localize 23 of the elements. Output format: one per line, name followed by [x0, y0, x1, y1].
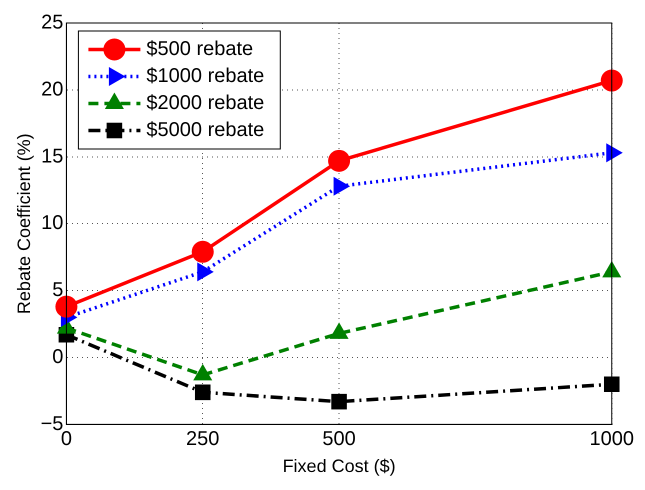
- y-axis-title: Rebate Coefficient (%): [14, 133, 34, 314]
- point: [604, 376, 620, 392]
- point: [192, 240, 214, 263]
- y-tick-label: 5: [52, 279, 64, 302]
- y-tick-label: 20: [41, 78, 64, 100]
- point: [600, 70, 623, 92]
- point: [55, 296, 78, 318]
- x-tick-label: 1000: [590, 428, 634, 450]
- x-tick-label: 500: [322, 428, 356, 450]
- point: [331, 394, 347, 410]
- y-tick-label: 25: [41, 12, 64, 34]
- y-tick-label: −5: [40, 412, 64, 435]
- legend-label: $2000 rebate: [146, 92, 264, 114]
- legend-label: $1000 rebate: [146, 65, 264, 88]
- x-axis-title: Fixed Cost ($): [282, 456, 396, 476]
- y-tick-label: 15: [41, 145, 64, 168]
- y-tick-label: 0: [52, 346, 64, 368]
- legend-label: $5000 rebate: [146, 119, 264, 142]
- y-tick-label: 10: [41, 212, 64, 234]
- point: [328, 150, 350, 172]
- legend-label: $500 rebate: [146, 38, 254, 60]
- point: [194, 384, 211, 400]
- x-tick-label: 250: [186, 428, 220, 450]
